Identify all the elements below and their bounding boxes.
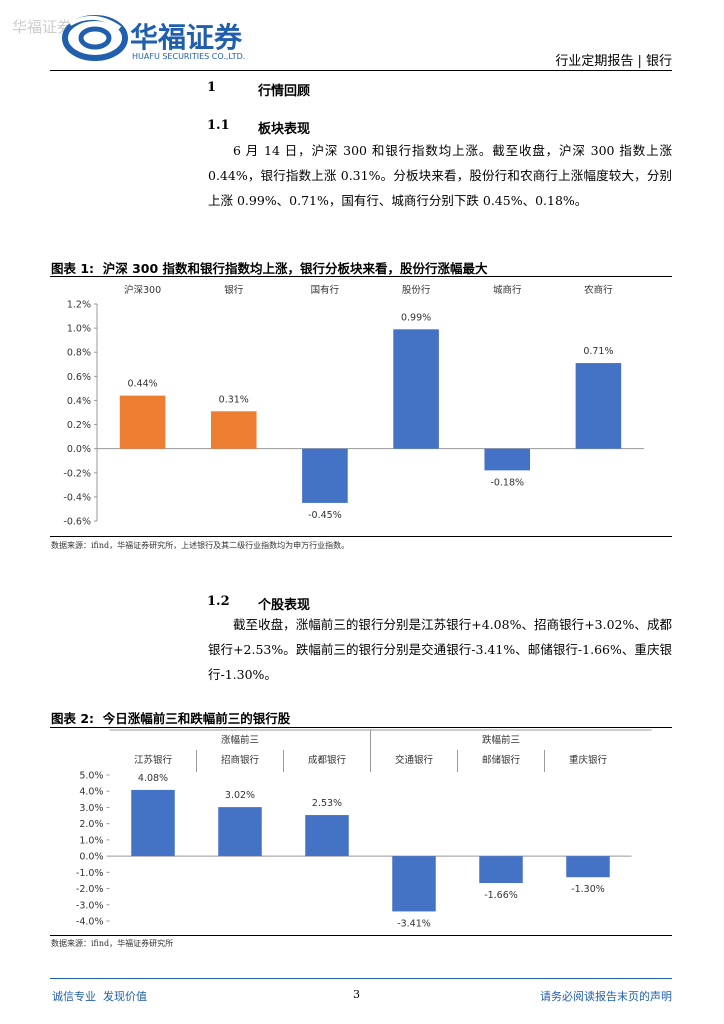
y-tick-label: -3.0% — [76, 900, 104, 911]
figure-caption: 图表 2: 今日涨幅前三和跌幅前三的银行股 — [51, 711, 291, 726]
y-tick-label: 0.8% — [67, 348, 91, 359]
figure-source: 数据来源：ifind，华福证券研究所，上述银行及其二级行业指数均为申万行业指数。 — [51, 541, 350, 550]
value-label: 3.02% — [225, 790, 255, 801]
y-tick-label: 1.2% — [67, 300, 91, 311]
y-tick-label: 0.6% — [67, 372, 91, 383]
figure-source: 数据来源：ifind，华福证券研究所 — [51, 939, 174, 948]
bar — [302, 448, 348, 503]
caption-rule — [50, 276, 672, 277]
bar — [484, 448, 531, 471]
section-title: 行情回顾 — [258, 84, 311, 99]
y-tick-label: -4.0% — [76, 917, 104, 928]
value-label: -0.18% — [490, 477, 524, 488]
group-label: 跌幅前三 — [482, 734, 520, 746]
y-tick-label: -0.4% — [63, 492, 91, 503]
bar — [392, 856, 436, 912]
logo-name: 华福证券 — [130, 21, 243, 54]
y-tick-label: 0.0% — [67, 444, 91, 455]
value-label: 2.53% — [312, 798, 342, 809]
category-label: 国有行 — [311, 284, 340, 296]
value-label: -1.66% — [484, 890, 518, 901]
category-label: 股份行 — [402, 284, 431, 296]
category-label: 城商行 — [493, 284, 522, 296]
y-tick-label: -0.6% — [63, 517, 91, 528]
section-title: 个股表现 — [258, 598, 311, 613]
y-tick-label: 2.0% — [79, 819, 103, 830]
bar — [305, 815, 349, 857]
y-tick-label: 1.0% — [79, 835, 103, 846]
report-type: 行业定期报告 | 银行 — [555, 54, 672, 69]
category-label: 招商银行 — [221, 754, 260, 766]
bar — [131, 789, 175, 857]
section-title: 板块表现 — [258, 122, 311, 137]
y-tick-label: 4.0% — [79, 787, 103, 798]
y-tick-label: 3.0% — [79, 803, 103, 814]
chart-rule — [50, 536, 672, 537]
value-label: 0.44% — [127, 379, 157, 390]
value-label: 4.08% — [138, 773, 168, 784]
logo-english: HUAFU SECURITIES CO.,LTD. — [132, 52, 246, 61]
y-tick-label: 0.0% — [79, 852, 103, 863]
footer-left: 诚信专业 发现价值 — [52, 990, 147, 1003]
bar — [210, 411, 257, 449]
chart: -4.0% -3.0% -2.0% -1.0% 0.0% 1.0% 2.0% 3.0% 4.0%… — [76, 729, 652, 929]
paragraph: 截至收盘，涨幅前三的银行分别是江苏银行+4.08%、招商银行+3.02%、成都银… — [208, 617, 672, 682]
bar — [393, 329, 439, 449]
value-label: 0.31% — [219, 394, 249, 405]
bar — [575, 363, 622, 449]
paragraph: 6 月 14 日，沪深 300 和银行指数均上涨。截至收盘，沪深 300 指数上… — [208, 143, 672, 208]
category-label: 重庆银行 — [569, 754, 608, 766]
caption-rule — [50, 727, 672, 728]
footer-rule — [50, 978, 672, 979]
y-tick-label: -1.0% — [76, 868, 104, 879]
chart-rule — [50, 935, 672, 936]
section-number: 1 — [207, 80, 217, 95]
y-tick-label: 5.0% — [79, 771, 103, 782]
value-label: -0.45% — [308, 510, 342, 521]
category-label: 银行 — [224, 284, 244, 296]
logo-mark — [62, 15, 128, 61]
value-label: -3.41% — [397, 918, 431, 929]
value-label: 0.99% — [401, 312, 431, 323]
y-tick-label: -0.2% — [63, 468, 91, 479]
y-tick-label: 1.0% — [67, 324, 91, 335]
category-label: 交通银行 — [395, 754, 434, 766]
bar — [479, 856, 523, 884]
bar — [566, 856, 610, 878]
y-tick-label: 0.4% — [67, 396, 91, 407]
category-label: 江苏银行 — [134, 754, 173, 766]
category-label: 沪深300 — [124, 284, 161, 296]
category-label: 农商行 — [584, 284, 613, 296]
footer-right: 请务必阅读报告末页的声明 — [540, 990, 672, 1003]
y-tick-label: -2.0% — [76, 884, 104, 895]
chart: -0.6% -0.4% -0.2% 0.0% 0.2% 0.4% 0.6% 0.8% 1.0% 1… — [63, 284, 644, 528]
value-label: 0.71% — [583, 346, 613, 357]
watermark: 华福证券 — [12, 18, 73, 36]
section-number: 1.1 — [207, 118, 230, 133]
bar — [218, 807, 262, 857]
header-rule — [50, 70, 672, 71]
page-number: 3 — [353, 988, 360, 1001]
value-label: -1.30% — [571, 884, 605, 895]
y-tick-label: 0.2% — [67, 420, 91, 431]
category-label: 成都银行 — [308, 754, 347, 766]
section-number: 1.2 — [207, 594, 230, 609]
group-label: 涨幅前三 — [221, 734, 259, 746]
figure-caption: 图表 1: 沪深 300 指数和银行指数均上涨，银行分板块来看，股份行涨幅最大 — [51, 261, 488, 276]
category-label: 邮储银行 — [482, 754, 521, 766]
bar — [119, 395, 166, 449]
